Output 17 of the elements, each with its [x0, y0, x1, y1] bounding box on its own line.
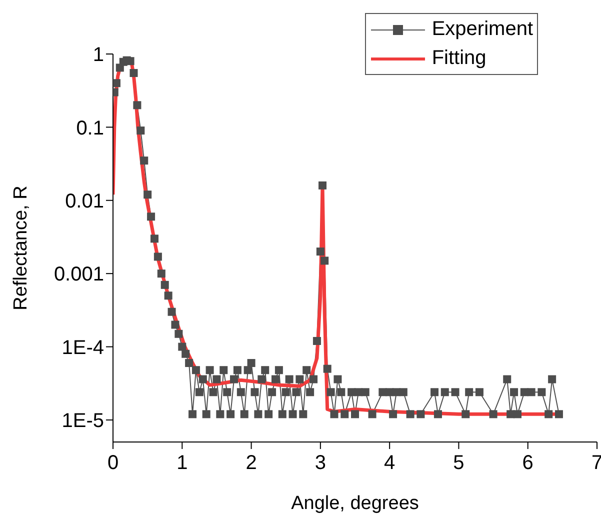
y-tick-label: 0.01 — [65, 190, 104, 212]
x-tick-label: 3 — [314, 452, 326, 474]
x-tick-label: 0 — [107, 452, 119, 474]
y-tick-label: 0.001 — [54, 264, 104, 286]
y-tick-label: 1E-5 — [62, 410, 104, 432]
y-tick-label: 0.1 — [76, 117, 104, 140]
legend-label: Experiment — [432, 17, 533, 42]
x-tick-label: 2 — [246, 452, 257, 474]
x-tick-label: 1 — [176, 452, 188, 474]
legend-label: Fitting — [432, 46, 486, 71]
x-tick-label: 6 — [522, 452, 534, 474]
y-tick-label: 1 — [92, 44, 104, 66]
y-axis-title: Reflectance, R — [10, 186, 32, 310]
y-tick-label: 1E-4 — [62, 336, 104, 359]
x-tick-label: 4 — [384, 452, 396, 474]
x-axis-title: Angle, degrees — [291, 493, 419, 514]
x-tick-label: 5 — [453, 452, 464, 474]
